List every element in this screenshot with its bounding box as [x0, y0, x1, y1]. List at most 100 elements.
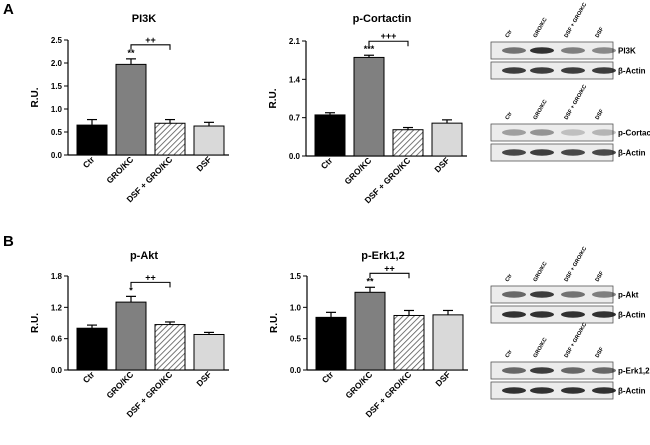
charts: PI3K R.U. 0.0 0.5 1.0 1.5 2.0 2.5 Ctr GRO/KC DSF +… — [30, 13, 468, 419]
y-tick-label: 1.2 — [51, 303, 63, 312]
x-tick-label: DSF — [432, 155, 451, 174]
blot-band — [502, 291, 526, 298]
blot-band — [561, 149, 585, 156]
blot-band — [502, 367, 526, 374]
blot-band — [530, 67, 554, 74]
comparison-label: +++ — [381, 31, 397, 41]
blot-lane-label: DSF + GRO/KC — [564, 246, 589, 283]
comparison-label: ++ — [145, 272, 156, 282]
blot-band — [592, 67, 616, 74]
blot-row-label: p-Erk1,2 — [618, 367, 650, 376]
blot-band — [530, 47, 554, 54]
blot-lane-label: Ctr — [505, 348, 515, 359]
x-tick-label: Ctr — [81, 154, 97, 170]
western-blots: Ctr GRO/KC DSF + GRO/KC DSF PI3K β-Actin Ctr GR… — [490, 2, 650, 400]
y-axis-label: R.U. — [30, 87, 41, 107]
y-tick-label: 1.0 — [51, 105, 63, 114]
blot-band — [502, 47, 526, 54]
comparison-bracket — [369, 272, 410, 279]
x-tick-label: Ctr — [81, 369, 97, 385]
y-tick-label: 2.5 — [51, 36, 63, 45]
significance-label: ** — [366, 276, 374, 286]
blot-row-label: β-Actin — [618, 67, 646, 76]
blot-band — [530, 367, 554, 374]
bar-gro-kc — [115, 301, 147, 371]
blot-lane-label: DSF — [595, 26, 606, 39]
blot-band — [592, 387, 616, 394]
panel-label-a: A — [3, 1, 14, 18]
blot-lane-label: Ctr — [505, 28, 515, 39]
blot-band — [530, 311, 554, 318]
panel-label-b: B — [3, 233, 14, 250]
blot-row-label: PI3K — [618, 47, 636, 56]
blot-lane-label: DSF — [595, 270, 606, 283]
blot-band — [502, 149, 526, 156]
bar-ctr — [314, 114, 346, 157]
blot-lane-label: GRO/KC — [533, 99, 549, 121]
x-tick-label: Ctr — [319, 155, 335, 171]
x-tick-label: GRO/KC — [104, 154, 135, 185]
x-tick-label: GRO/KC — [343, 369, 374, 400]
y-tick-label: 2.0 — [51, 59, 63, 68]
blot-lane-label: DSF — [595, 346, 606, 359]
blot-band — [592, 367, 616, 374]
x-tick-label: Ctr — [320, 369, 336, 385]
blot-lane-label: GRO/KC — [533, 17, 549, 39]
bar-gro-kc — [115, 63, 147, 156]
x-tick-label: GRO/KC — [342, 155, 373, 186]
blot-row-label: β-Actin — [618, 311, 646, 320]
y-tick-label: 0.0 — [51, 151, 63, 160]
bar-ctr — [76, 124, 108, 156]
bar-dsf — [432, 314, 464, 371]
blot-band — [561, 291, 585, 298]
y-axis-label: R.U. — [268, 88, 279, 108]
blot-band — [561, 129, 585, 136]
y-tick-label: 1.5 — [290, 272, 302, 281]
y-tick-label: 0.5 — [51, 128, 63, 137]
x-tick-label: DSF — [433, 369, 452, 388]
blot-band — [530, 291, 554, 298]
blot-1: Ctr GRO/KC DSF + GRO/KC DSF p-Cortactin β-Act… — [490, 84, 650, 162]
blot-band — [502, 129, 526, 136]
blot-band — [561, 311, 585, 318]
comparison-label: ++ — [145, 35, 156, 45]
bar-gro-kc — [354, 291, 386, 371]
comparison-label: ++ — [384, 263, 395, 273]
y-tick-label: 0.0 — [51, 366, 63, 375]
comparison-bracket — [130, 44, 171, 50]
x-tick-label: DSF — [194, 369, 213, 388]
comparison-bracket — [130, 281, 171, 288]
bar-ctr — [76, 327, 108, 371]
blot-lane-label: Ctr — [505, 272, 515, 283]
significance-label: *** — [364, 44, 375, 54]
blot-row-label: β-Actin — [618, 387, 646, 396]
bar-dsf — [193, 333, 225, 371]
blot-row-label: p-Akt — [618, 291, 639, 300]
bar-dsf-gro-kc — [154, 122, 186, 156]
y-axis-label: R.U. — [269, 313, 280, 333]
chart-title: p-Cortactin — [353, 13, 412, 25]
blot-3: Ctr GRO/KC DSF + GRO/KC DSF p-Erk1,2 β-Actin — [490, 322, 650, 400]
blot-row-label: p-Cortactin — [618, 129, 650, 138]
blot-strip — [490, 123, 614, 142]
y-tick-label: 0.6 — [51, 335, 63, 344]
blot-band — [592, 291, 616, 298]
y-axis-label: R.U. — [30, 313, 41, 333]
blot-band — [530, 129, 554, 136]
chart-0: PI3K R.U. 0.0 0.5 1.0 1.5 2.0 2.5 Ctr GRO/KC DSF +… — [30, 13, 229, 204]
bar-dsf-gro-kc — [154, 324, 186, 371]
blot-band — [502, 67, 526, 74]
blot-band — [592, 311, 616, 318]
blot-band — [530, 149, 554, 156]
blot-lane-label: DSF + GRO/KC — [564, 2, 589, 39]
blot-lane-label: Ctr — [505, 110, 515, 121]
blot-lane-label: DSF + GRO/KC — [564, 84, 589, 121]
y-tick-label: 1.4 — [289, 75, 301, 84]
blot-band — [561, 67, 585, 74]
blot-band — [592, 47, 616, 54]
y-tick-label: 2.1 — [289, 37, 301, 46]
y-tick-label: 1.8 — [51, 272, 63, 281]
